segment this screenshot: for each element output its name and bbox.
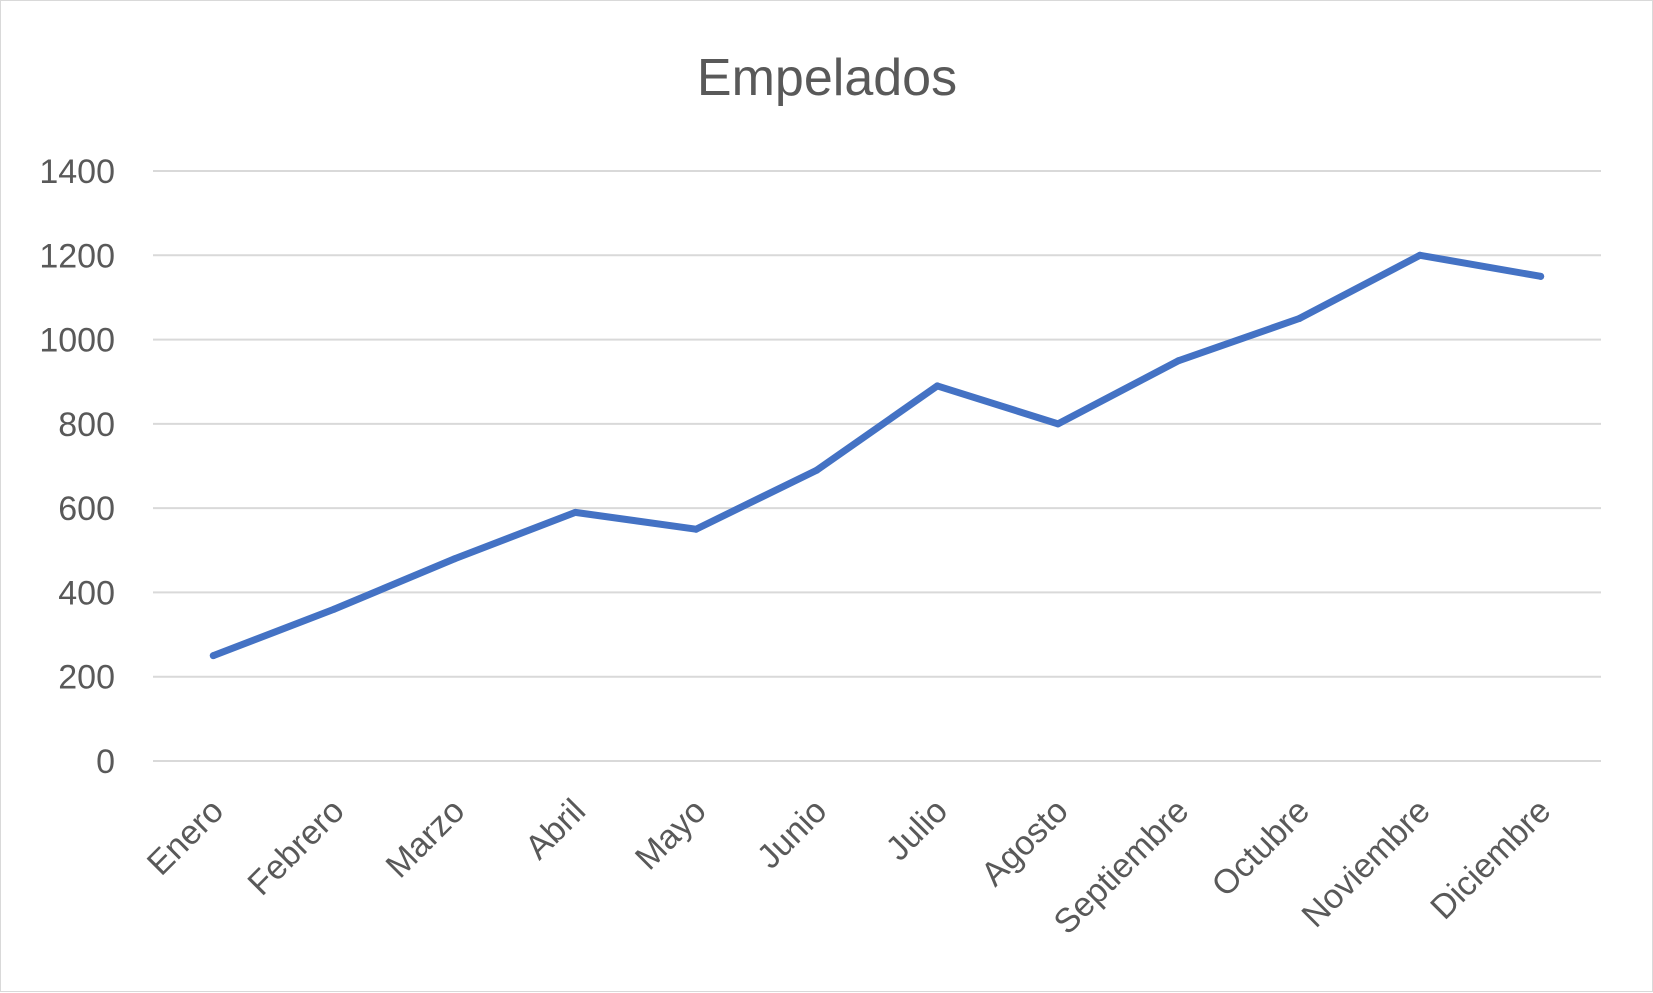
data-point-junio <box>813 466 821 474</box>
data-point-abril <box>571 508 579 516</box>
gridlines <box>153 170 1601 762</box>
y-tick-label: 1000 <box>39 322 115 360</box>
x-tick-label: Agosto <box>974 792 1076 894</box>
data-point-octubre <box>1295 315 1303 322</box>
series-line <box>209 251 1545 660</box>
data-point-agosto <box>1054 420 1062 428</box>
y-tick-label: 200 <box>58 659 115 697</box>
y-axis-ticks: 0 200 400 600 800 1000 1200 1400 <box>39 153 115 781</box>
y-tick-label: 800 <box>58 406 115 444</box>
y-tick-label: 1200 <box>39 237 115 275</box>
x-tick-label: Abril <box>518 792 593 867</box>
y-tick-label: 400 <box>58 574 115 612</box>
series-group <box>209 251 1545 660</box>
chart-title: Empelados <box>697 49 957 107</box>
data-point-septiembre <box>1175 357 1183 365</box>
y-tick-label: 0 <box>96 743 115 781</box>
x-tick-label: Diciembre <box>1423 792 1558 927</box>
x-tick-label: Mayo <box>628 792 714 878</box>
x-tick-label: Julio <box>879 792 955 868</box>
data-point-febrero <box>330 605 338 613</box>
x-tick-label: Noviembre <box>1295 792 1438 935</box>
x-tick-label: Octubre <box>1205 792 1317 904</box>
data-point-diciembre <box>1537 272 1545 280</box>
data-point-noviembre <box>1416 251 1424 259</box>
data-point-enero <box>209 652 217 660</box>
data-point-julio <box>933 382 941 390</box>
data-point-marzo <box>451 555 459 563</box>
x-tick-label: Enero <box>140 792 231 883</box>
x-axis-ticks: Enero Febrero Marzo Abril Mayo Junio Julio Agos… <box>140 792 1558 942</box>
y-tick-label: 600 <box>58 490 115 528</box>
x-tick-label: Junio <box>750 792 834 876</box>
y-tick-label: 1400 <box>39 153 115 191</box>
x-tick-label: Marzo <box>379 792 473 886</box>
x-tick-label: Febrero <box>241 792 352 903</box>
data-point-mayo <box>692 525 700 533</box>
